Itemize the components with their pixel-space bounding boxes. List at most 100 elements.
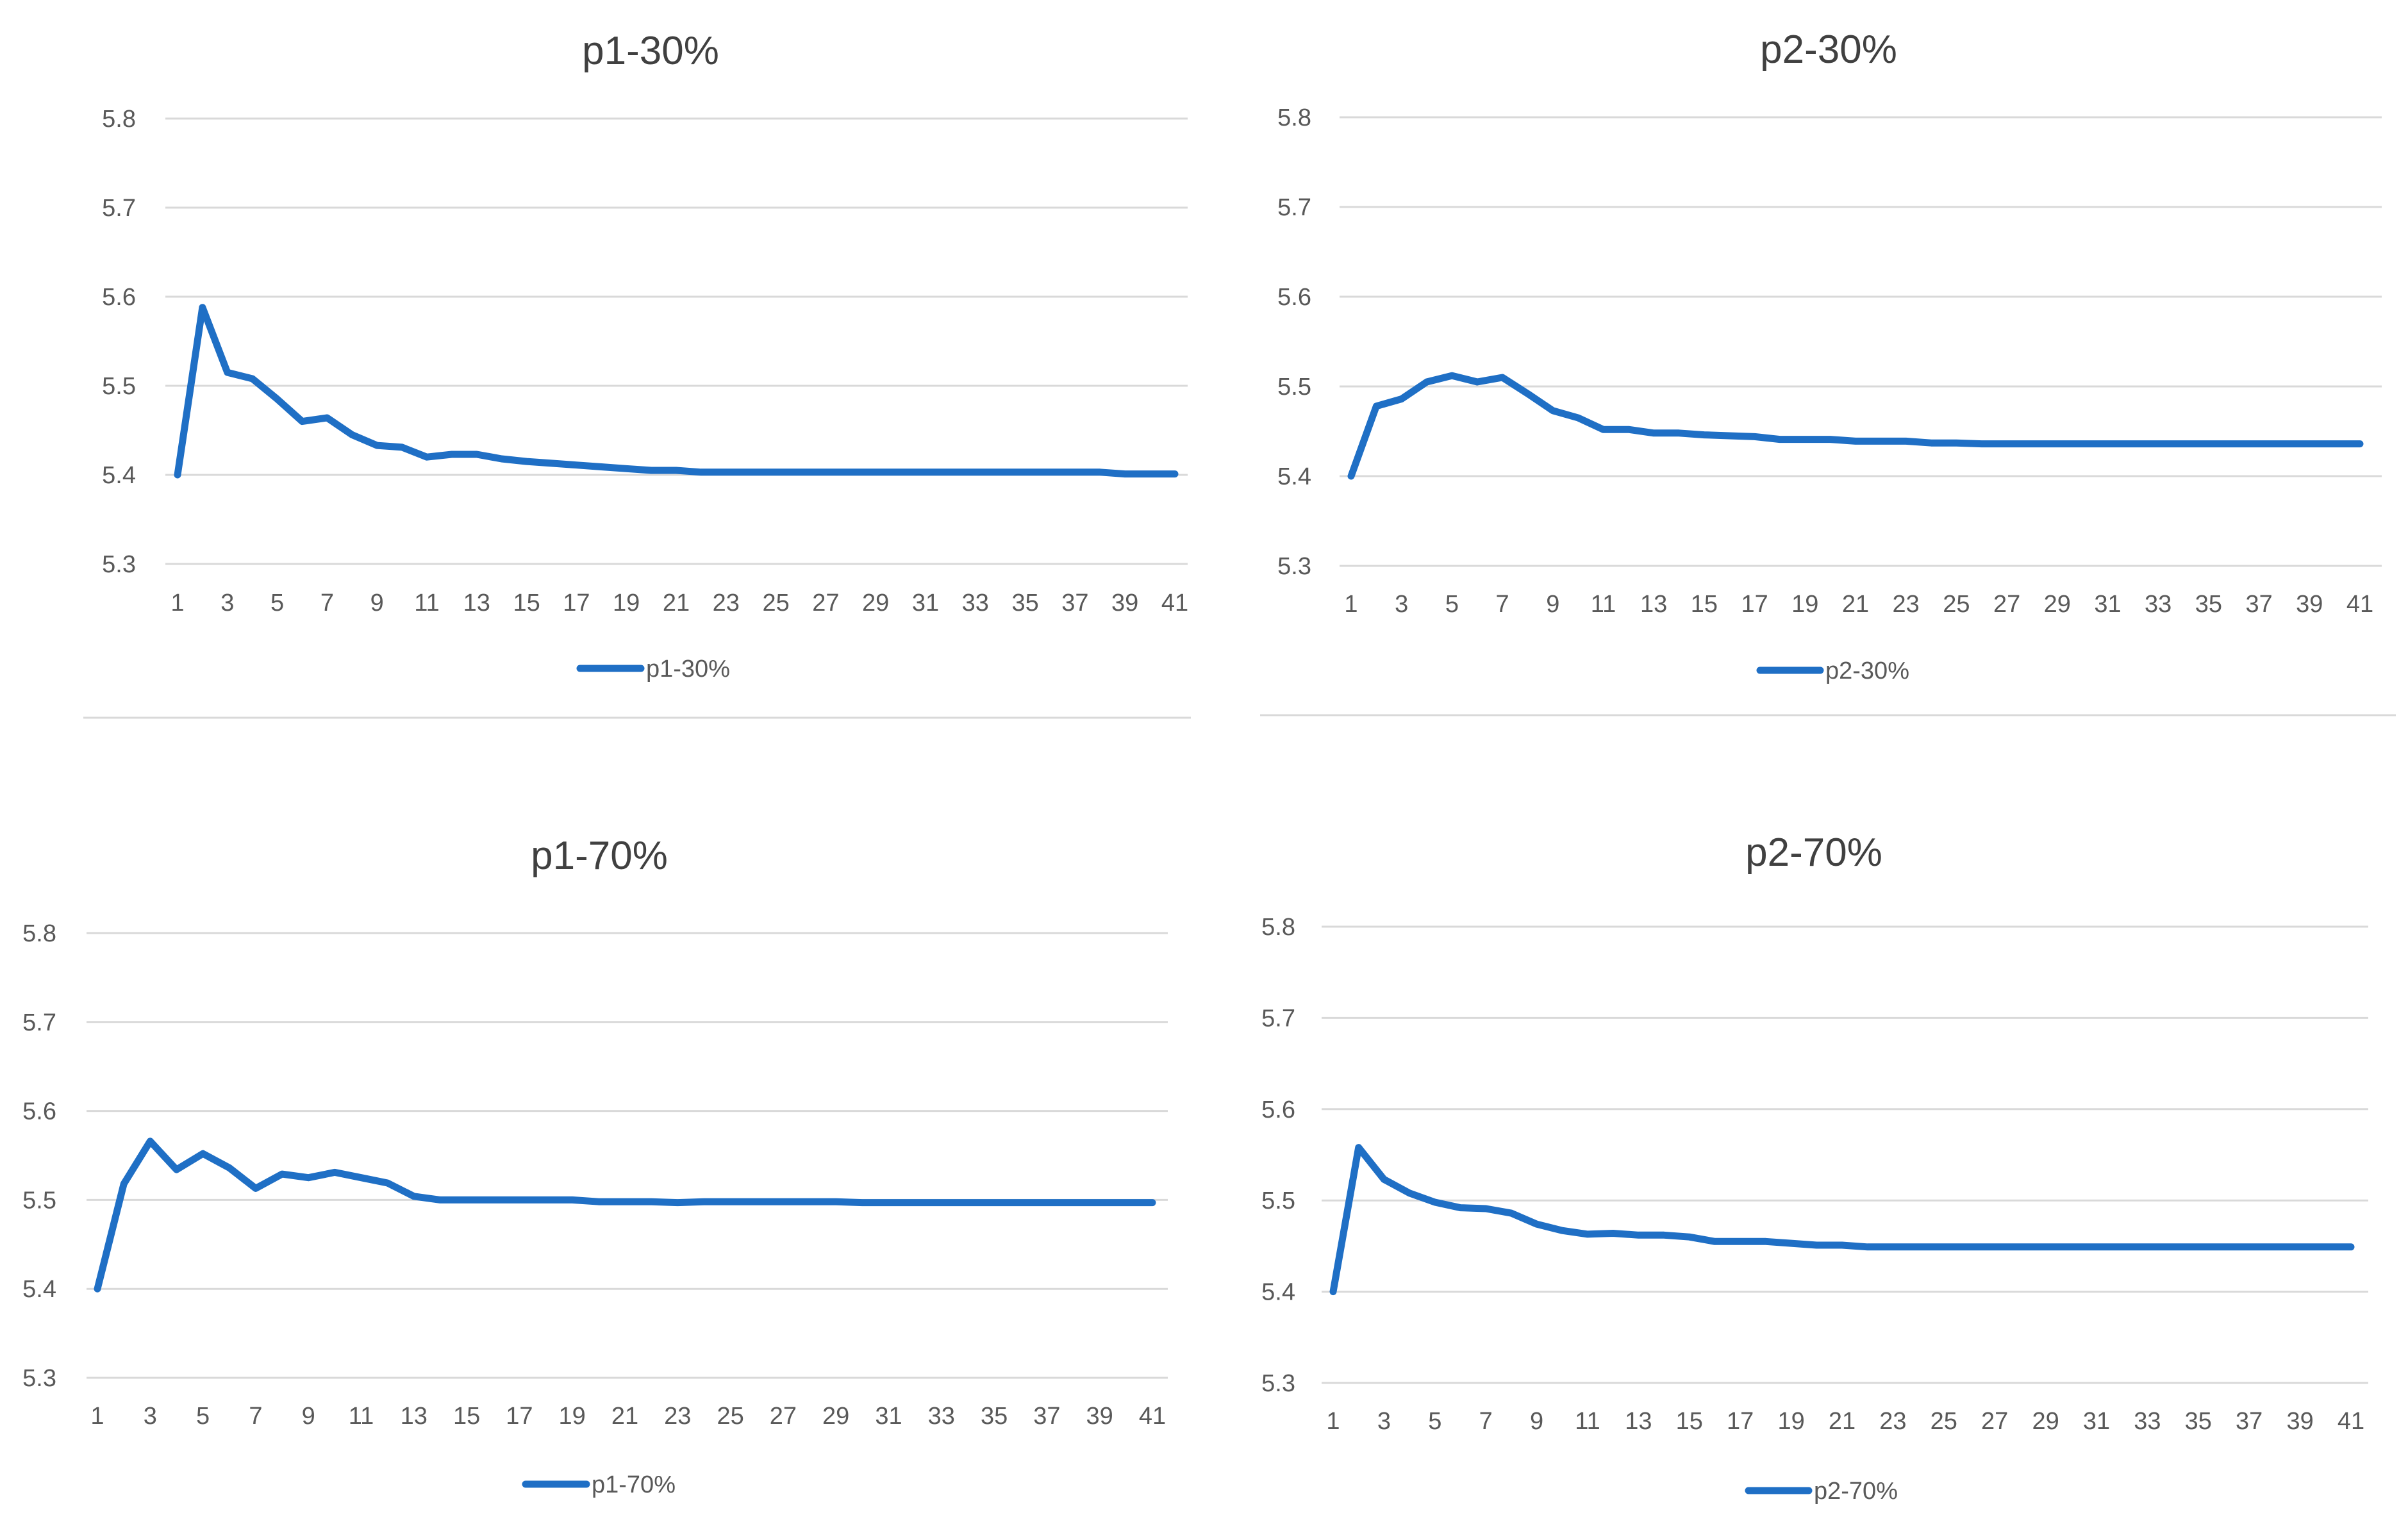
x-tick-label: 15 [513, 590, 540, 616]
x-tick-label: 29 [2044, 591, 2071, 618]
x-tick-label: 31 [2094, 591, 2121, 618]
x-tick-label: 3 [1395, 591, 1408, 618]
x-tick-label: 29 [822, 1403, 849, 1430]
x-tick-label: 19 [1777, 1408, 1804, 1435]
x-tick-label: 5 [270, 590, 284, 616]
chart-svg-p2-30: p2-30% 5.85.75.65.55.45.3 1 3 5 7 9 11 13 15 17 1… [1260, 28, 2396, 716]
chart-panel-p2-30: p2-30% 5.8 5.7 5.6 5.5 5.4 5.3 1 3 5 7 9 11 13 15 17 1… [1204, 0, 2408, 761]
x-tick-label: 19 [559, 1403, 586, 1430]
x-tick-label: 37 [2236, 1408, 2263, 1435]
x-tick-label: 41 [2337, 1408, 2364, 1435]
y-tick-label: 5.4 [102, 462, 136, 489]
x-tick-labels: 1 3 5 7 9 11 13 15 17 19 21 23 25 27 29 31 33 35 37 39 41 [170, 590, 1188, 616]
x-tick-label: 3 [220, 590, 234, 616]
x-tick-label: 11 [349, 1403, 374, 1430]
x-tick-labels: 1 3 5 7 9 11 13 15 17 19 21 23 25 27 29 31 33 35 37 39 41 [1326, 1408, 2364, 1435]
x-tick-label: 37 [1033, 1403, 1060, 1430]
chart-panel-p1-70: p1-70% 5.8 5.7 5.6 5.5 5.4 5.3 1 3 5 7 9 11 13 15 17 1… [0, 761, 1204, 1522]
chart-svg-p2-70: p2-70% 5.85.75.65.55.45.3 1 3 5 7 9 11 13 15 17 1… [1261, 831, 2368, 1505]
x-tick-label: 1 [90, 1403, 104, 1430]
x-tick-label: 23 [664, 1403, 691, 1430]
legend: p2-30% [1756, 658, 1909, 684]
y-tick-label: 5.5 [1277, 374, 1311, 401]
x-tick-label: 5 [1428, 1408, 1441, 1435]
y-tick-label: 5.8 [102, 106, 136, 133]
chart-svg-p1-70: p1-70% 5.85.75.65.55.45.3 1 3 5 7 9 11 13 15 17 1… [22, 834, 1168, 1498]
legend: p2-70% [1745, 1478, 1898, 1505]
x-tick-label: 27 [1981, 1408, 2008, 1435]
chart-panel-p1-30: p1-30% 5.8 5.7 5.6 5.5 5.4 5.3 1 3 5 7 9 11 13 15 17 1… [0, 0, 1204, 761]
x-tick-label: 3 [1377, 1408, 1391, 1435]
x-tick-label: 9 [370, 590, 384, 616]
x-tick-label: 27 [812, 590, 839, 616]
x-tick-label: 23 [713, 590, 740, 616]
x-tick-label: 17 [1727, 1408, 1754, 1435]
y-tick-label: 5.3 [1261, 1370, 1295, 1397]
y-tick-label: 5.8 [1277, 104, 1311, 131]
y-tick-label: 5.7 [22, 1009, 56, 1036]
x-tick-label: 5 [196, 1403, 210, 1430]
legend: p1-30% [576, 656, 730, 682]
y-tick-labels: 5.8 5.7 5.6 5.5 5.4 5.3 [1277, 104, 1311, 580]
legend-label: p1-70% [592, 1471, 676, 1498]
x-tick-label: 35 [1011, 590, 1038, 616]
x-tick-label: 23 [1879, 1408, 1906, 1435]
x-tick-labels: 1 3 5 7 9 11 13 15 17 19 21 23 25 27 29 31 33 35 37 39 41 [90, 1403, 1166, 1430]
x-tick-label: 15 [1691, 591, 1718, 618]
x-tick-label: 13 [1625, 1408, 1652, 1435]
chart-title: p2-70% [1745, 831, 1882, 875]
x-tick-label: 11 [414, 590, 439, 616]
y-grid [165, 117, 1188, 565]
chart-svg-p1-30: p1-30% 5.85.75.65.55.45.3 1 3 5 7 9 11 13 15 17 1… [83, 29, 1191, 719]
series-line-p1-70 [94, 1137, 1156, 1293]
x-tick-label: 33 [2145, 591, 2171, 618]
y-tick-label: 5.3 [1277, 553, 1311, 580]
y-tick-label: 5.8 [1261, 914, 1295, 941]
x-tick-label: 19 [613, 590, 640, 616]
x-tick-label: 9 [1530, 1408, 1543, 1435]
y-tick-label: 5.4 [1277, 463, 1311, 490]
legend-label: p1-30% [646, 656, 730, 682]
x-tick-label: 39 [2286, 1408, 2313, 1435]
y-tick-label: 5.6 [22, 1098, 56, 1125]
x-tick-label: 23 [1893, 591, 1920, 618]
x-tick-label: 13 [463, 590, 490, 616]
x-tick-label: 29 [2032, 1408, 2059, 1435]
x-tick-label: 15 [1676, 1408, 1703, 1435]
x-tick-label: 25 [1943, 591, 1970, 618]
x-tick-label: 37 [2245, 591, 2272, 618]
y-tick-label: 5.6 [1261, 1096, 1295, 1123]
x-tick-label: 27 [770, 1403, 797, 1430]
series-line-p1-30 [174, 304, 1179, 479]
x-tick-label: 15 [453, 1403, 480, 1430]
y-tick-label: 5.4 [1261, 1279, 1295, 1306]
x-tick-label: 17 [563, 590, 590, 616]
x-tick-label: 29 [862, 590, 889, 616]
y-tick-label: 5.3 [102, 551, 136, 578]
y-tick-label: 5.5 [102, 373, 136, 400]
x-tick-label: 33 [928, 1403, 955, 1430]
y-grid [1322, 925, 2368, 1384]
x-tick-label: 19 [1791, 591, 1818, 618]
y-tick-label: 5.6 [102, 284, 136, 311]
x-tick-label: 37 [1061, 590, 1088, 616]
x-tick-label: 11 [1575, 1408, 1600, 1435]
x-tick-label: 5 [1445, 591, 1459, 618]
x-tick-label: 31 [875, 1403, 902, 1430]
x-tick-label: 35 [2185, 1408, 2212, 1435]
x-tick-label: 21 [611, 1403, 638, 1430]
x-tick-label: 35 [2195, 591, 2222, 618]
y-tick-label: 5.4 [22, 1276, 56, 1303]
x-tick-label: 31 [2083, 1408, 2110, 1435]
y-grid [87, 932, 1168, 1379]
x-tick-label: 21 [663, 590, 690, 616]
y-tick-label: 5.7 [1277, 194, 1311, 221]
x-tick-label: 41 [2346, 591, 2373, 618]
x-tick-label: 39 [1086, 1403, 1113, 1430]
chart-title: p2-30% [1760, 28, 1897, 72]
x-tick-label: 25 [717, 1403, 743, 1430]
x-tick-label: 7 [1479, 1408, 1493, 1435]
y-tick-label: 5.7 [102, 195, 136, 222]
x-tick-label: 3 [144, 1403, 157, 1430]
series-line-p2-70 [1329, 1144, 2355, 1296]
